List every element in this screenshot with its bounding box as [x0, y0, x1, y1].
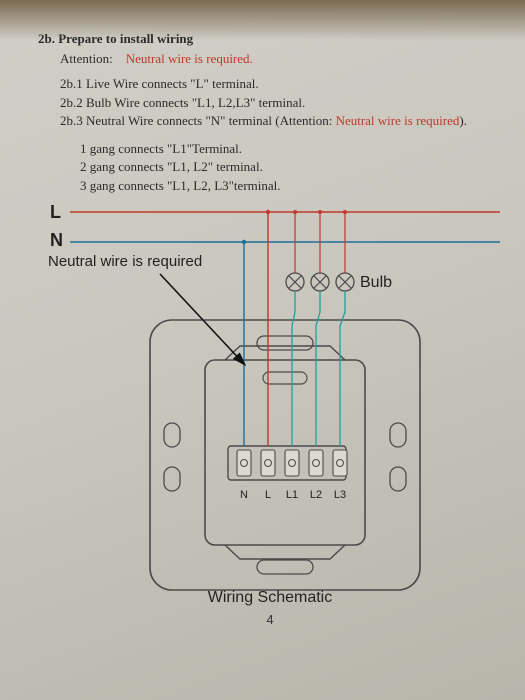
- wiring-steps: 2b.1 Live Wire connects "L" terminal. 2b…: [60, 75, 503, 130]
- step-2b2: 2b.2 Bulb Wire connects "L1, L2,L3" term…: [60, 94, 503, 112]
- gang-1: 1 gang connects "L1"Terminal.: [80, 140, 503, 158]
- gang-3: 3 gang connects "L1, L2, L3"terminal.: [80, 177, 503, 195]
- step-2b3-lead: 2b.3 Neutral Wire connects "N" terminal …: [60, 113, 336, 128]
- svg-text:L: L: [265, 489, 271, 501]
- gang-2: 2 gang connects "L1, L2" terminal.: [80, 158, 503, 176]
- diagram-svg: N L L1 L2 L3: [40, 200, 500, 630]
- attention-text: Neutral wire is required.: [126, 51, 253, 66]
- svg-text:L1: L1: [286, 489, 298, 501]
- gang-list: 1 gang connects "L1"Terminal. 2 gang con…: [80, 140, 503, 195]
- section-heading: 2b. Prepare to install wiring: [38, 30, 503, 48]
- step-2b3: 2b.3 Neutral Wire connects "N" terminal …: [60, 112, 503, 130]
- step-2b3-red: Neutral wire is required: [336, 113, 460, 128]
- wiring-diagram: L N Neutral wire is required Bulb Wiring…: [40, 200, 500, 630]
- manual-page: 2b. Prepare to install wiring Attention:…: [0, 0, 525, 700]
- attention-line: Attention: Neutral wire is required.: [60, 50, 503, 68]
- svg-text:L3: L3: [334, 489, 346, 501]
- svg-text:L2: L2: [310, 489, 322, 501]
- svg-text:N: N: [240, 489, 248, 501]
- attention-label: Attention:: [60, 51, 113, 66]
- step-2b3-tail: ).: [459, 113, 467, 128]
- step-2b1: 2b.1 Live Wire connects "L" terminal.: [60, 75, 503, 93]
